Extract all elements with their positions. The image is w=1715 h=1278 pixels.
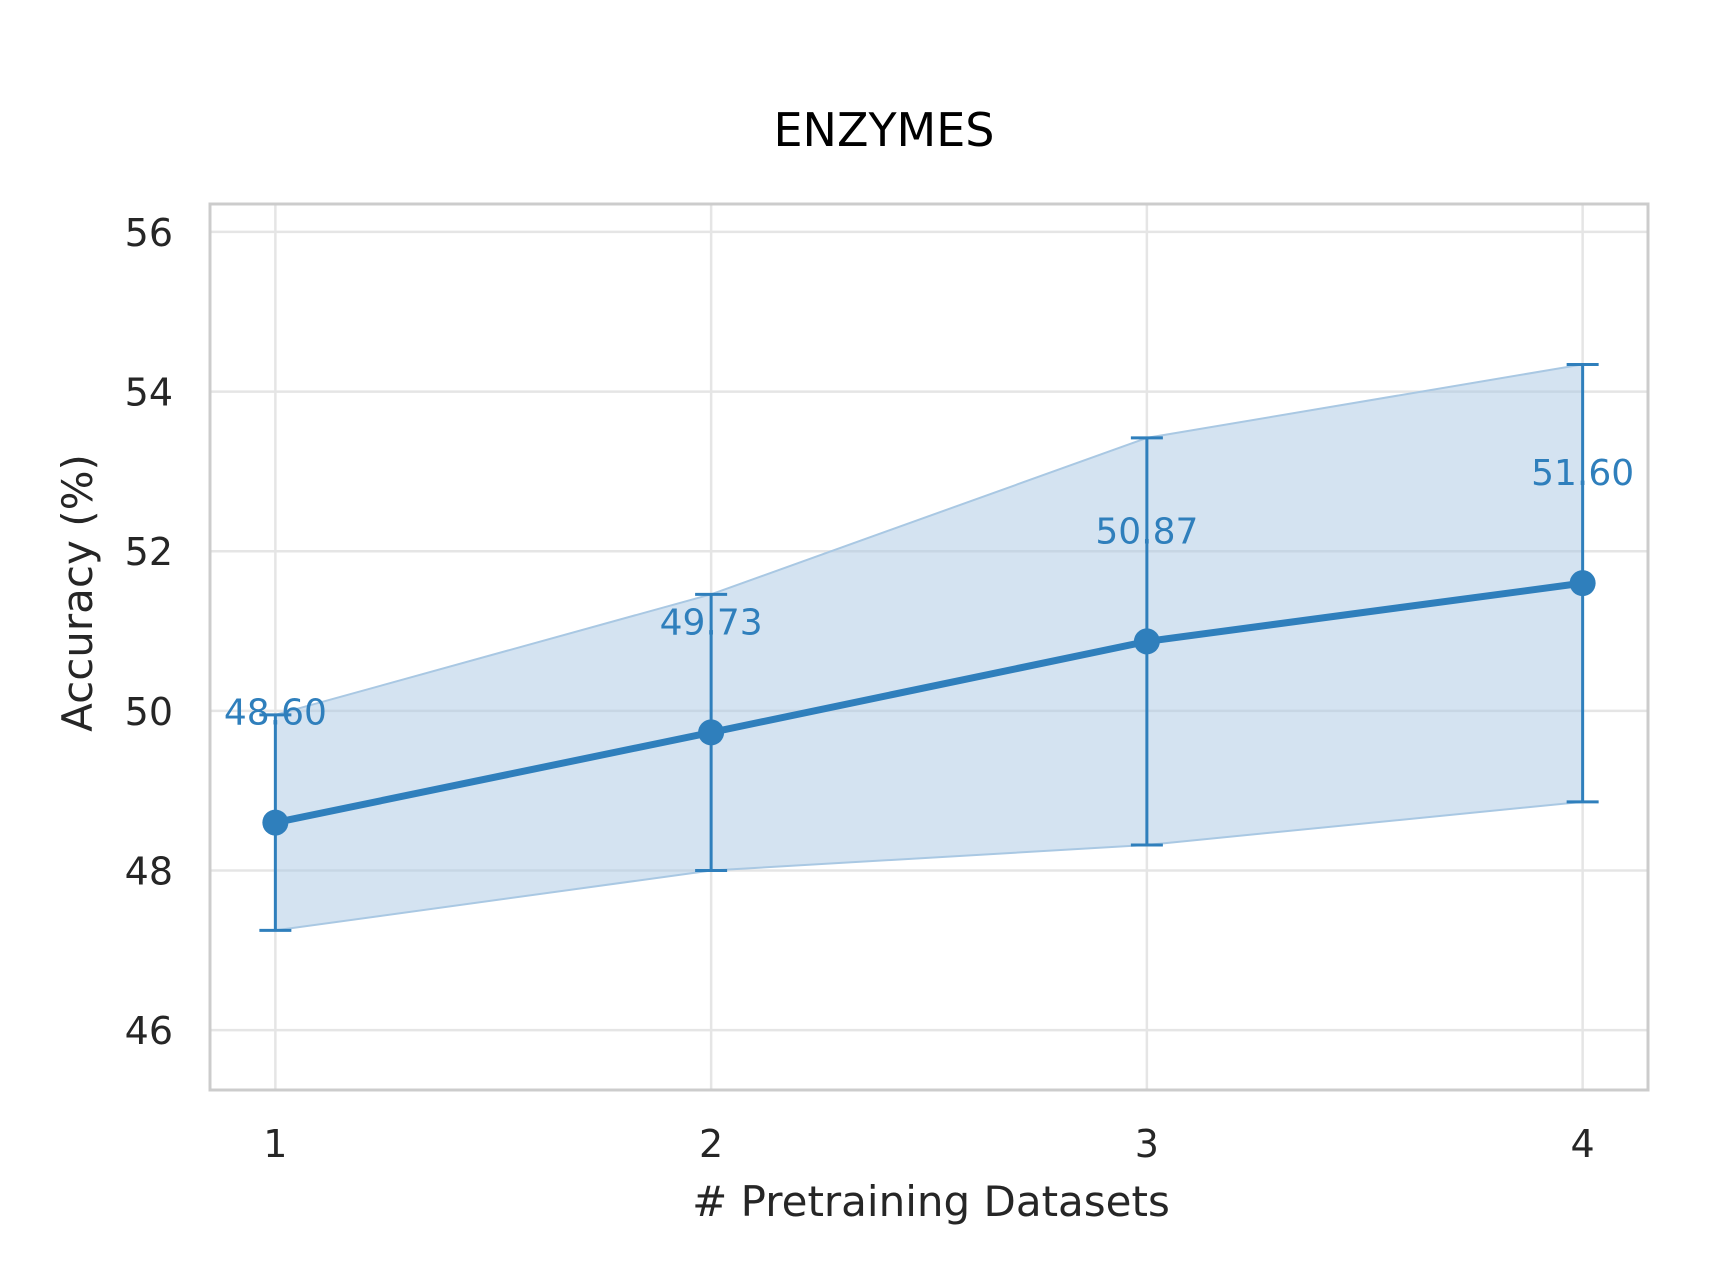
y-tick-labels: 46 48 50 52 54 56 [125, 211, 173, 1053]
x-tick-labels: 1 2 3 4 [263, 1122, 1594, 1166]
y-tick-label: 52 [125, 530, 173, 574]
data-label: 50.87 [1095, 511, 1198, 552]
x-tick-label: 2 [699, 1122, 723, 1166]
chart-title: ENZYMES [773, 103, 994, 157]
series-line [271, 579, 1587, 827]
data-labels: 48.60 49.73 50.87 51.60 [224, 453, 1634, 733]
data-point [1569, 570, 1596, 597]
data-point [698, 719, 725, 746]
y-tick-label: 56 [125, 211, 173, 255]
data-label: 51.60 [1531, 453, 1634, 494]
x-axis-label: # Pretraining Datasets [692, 1177, 1170, 1226]
data-point [262, 809, 289, 836]
y-tick-label: 46 [125, 1009, 173, 1053]
x-tick-label: 4 [1571, 1122, 1595, 1166]
x-tick-label: 1 [263, 1122, 287, 1166]
plot-frame [208, 202, 1650, 1092]
y-tick-label: 48 [125, 849, 173, 893]
data-points [262, 570, 1596, 836]
confidence-band-area [274, 363, 1584, 932]
y-tick-label: 50 [125, 690, 173, 734]
data-label: 48.60 [224, 693, 327, 734]
y-tick-label: 54 [125, 371, 173, 415]
y-axis-label: Accuracy (%) [53, 454, 102, 732]
confidence-band [274, 363, 1584, 932]
data-label: 49.73 [660, 602, 763, 643]
series-lines [271, 579, 1587, 827]
x-tick-label: 3 [1135, 1122, 1159, 1166]
data-point [1133, 628, 1160, 655]
